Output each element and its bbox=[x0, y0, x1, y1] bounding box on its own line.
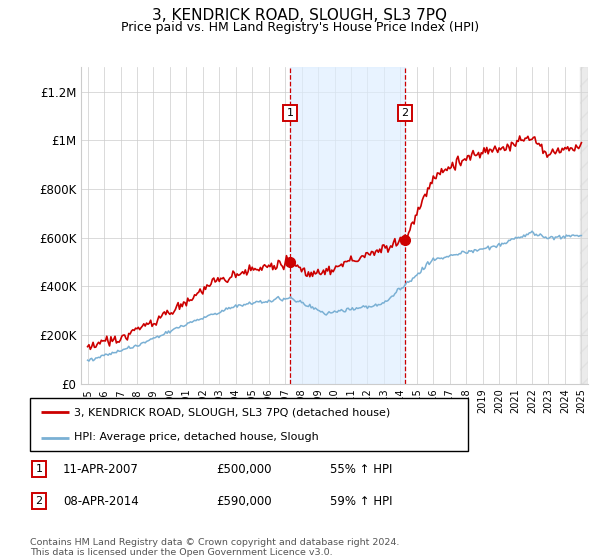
Text: Price paid vs. HM Land Registry's House Price Index (HPI): Price paid vs. HM Land Registry's House … bbox=[121, 21, 479, 34]
Text: 55% ↑ HPI: 55% ↑ HPI bbox=[330, 463, 392, 476]
Text: 1: 1 bbox=[286, 108, 293, 118]
Text: 2: 2 bbox=[401, 108, 409, 118]
Bar bbox=[290, 67, 405, 384]
Bar bbox=[580, 67, 588, 384]
Text: 3, KENDRICK ROAD, SLOUGH, SL3 7PQ: 3, KENDRICK ROAD, SLOUGH, SL3 7PQ bbox=[152, 8, 448, 24]
Text: Contains HM Land Registry data © Crown copyright and database right 2024.
This d: Contains HM Land Registry data © Crown c… bbox=[30, 538, 400, 557]
Text: £500,000: £500,000 bbox=[216, 463, 271, 476]
Text: HPI: Average price, detached house, Slough: HPI: Average price, detached house, Slou… bbox=[74, 432, 319, 442]
Text: 59% ↑ HPI: 59% ↑ HPI bbox=[330, 494, 392, 508]
Text: 08-APR-2014: 08-APR-2014 bbox=[63, 494, 139, 508]
Text: 1: 1 bbox=[35, 464, 43, 474]
Text: 11-APR-2007: 11-APR-2007 bbox=[63, 463, 139, 476]
Text: 2: 2 bbox=[35, 496, 43, 506]
Text: £590,000: £590,000 bbox=[216, 494, 272, 508]
FancyBboxPatch shape bbox=[30, 398, 468, 451]
Text: 3, KENDRICK ROAD, SLOUGH, SL3 7PQ (detached house): 3, KENDRICK ROAD, SLOUGH, SL3 7PQ (detac… bbox=[74, 408, 390, 418]
